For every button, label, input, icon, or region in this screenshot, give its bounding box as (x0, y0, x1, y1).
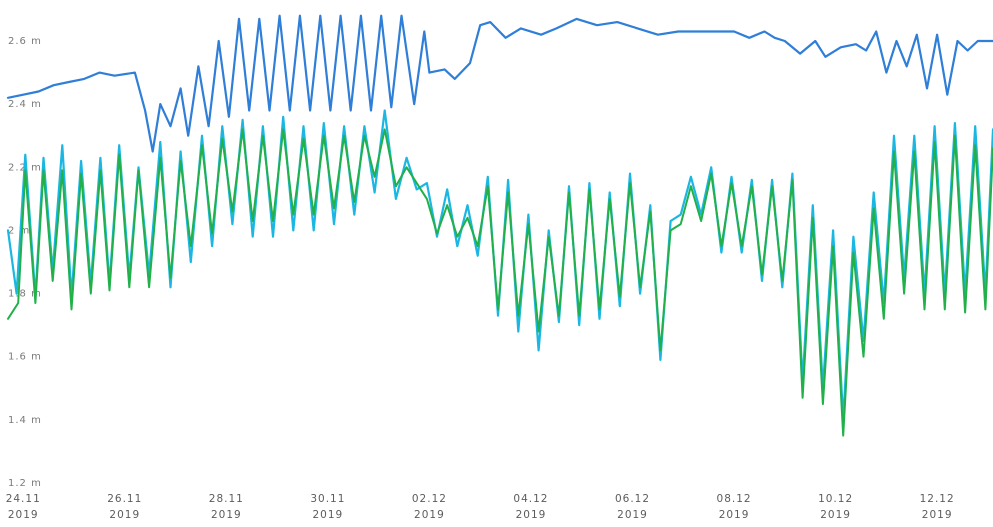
x-tick-year: 2019 (820, 509, 851, 521)
x-tick-date: 26.11 (107, 493, 142, 505)
x-tick-date: 10.12 (818, 493, 853, 505)
y-tick-label: 1.4 m (8, 415, 42, 426)
x-tick-year: 2019 (414, 509, 445, 521)
y-tick-label: 2 m (8, 225, 30, 236)
series-line-cyan (6, 109, 993, 421)
series-line-upper (6, 14, 993, 153)
x-axis: 24.11 2019 26.11 2019 28.11 2019 30.11 2019 02.1… (6, 493, 955, 521)
x-tick-year: 2019 (109, 509, 140, 521)
x-tick-date: 06.12 (615, 493, 650, 505)
x-tick-date: 24.11 (6, 493, 41, 505)
y-tick-label: 1.8 m (8, 289, 42, 300)
x-tick-date: 28.11 (209, 493, 244, 505)
x-tick-year: 2019 (8, 509, 39, 521)
plot-series-group (6, 14, 993, 437)
x-tick-year: 2019 (211, 509, 242, 521)
x-tick-year: 2019 (516, 509, 547, 521)
y-tick-label: 2.6 m (8, 36, 42, 47)
x-tick-date: 04.12 (513, 493, 548, 505)
y-tick-label: 2.4 m (8, 99, 42, 110)
series-line-green (7, 128, 993, 437)
x-tick-date: 08.12 (717, 493, 752, 505)
x-tick-date: 30.11 (310, 493, 345, 505)
x-tick-date: 12.12 (920, 493, 955, 505)
y-tick-label: 1.6 m (8, 352, 42, 363)
x-tick-year: 2019 (719, 509, 750, 521)
x-tick-date: 02.12 (412, 493, 447, 505)
y-tick-label: 1.2 m (8, 478, 42, 489)
x-tick-year: 2019 (617, 509, 648, 521)
x-tick-year: 2019 (922, 509, 953, 521)
x-tick-year: 2019 (313, 509, 344, 521)
